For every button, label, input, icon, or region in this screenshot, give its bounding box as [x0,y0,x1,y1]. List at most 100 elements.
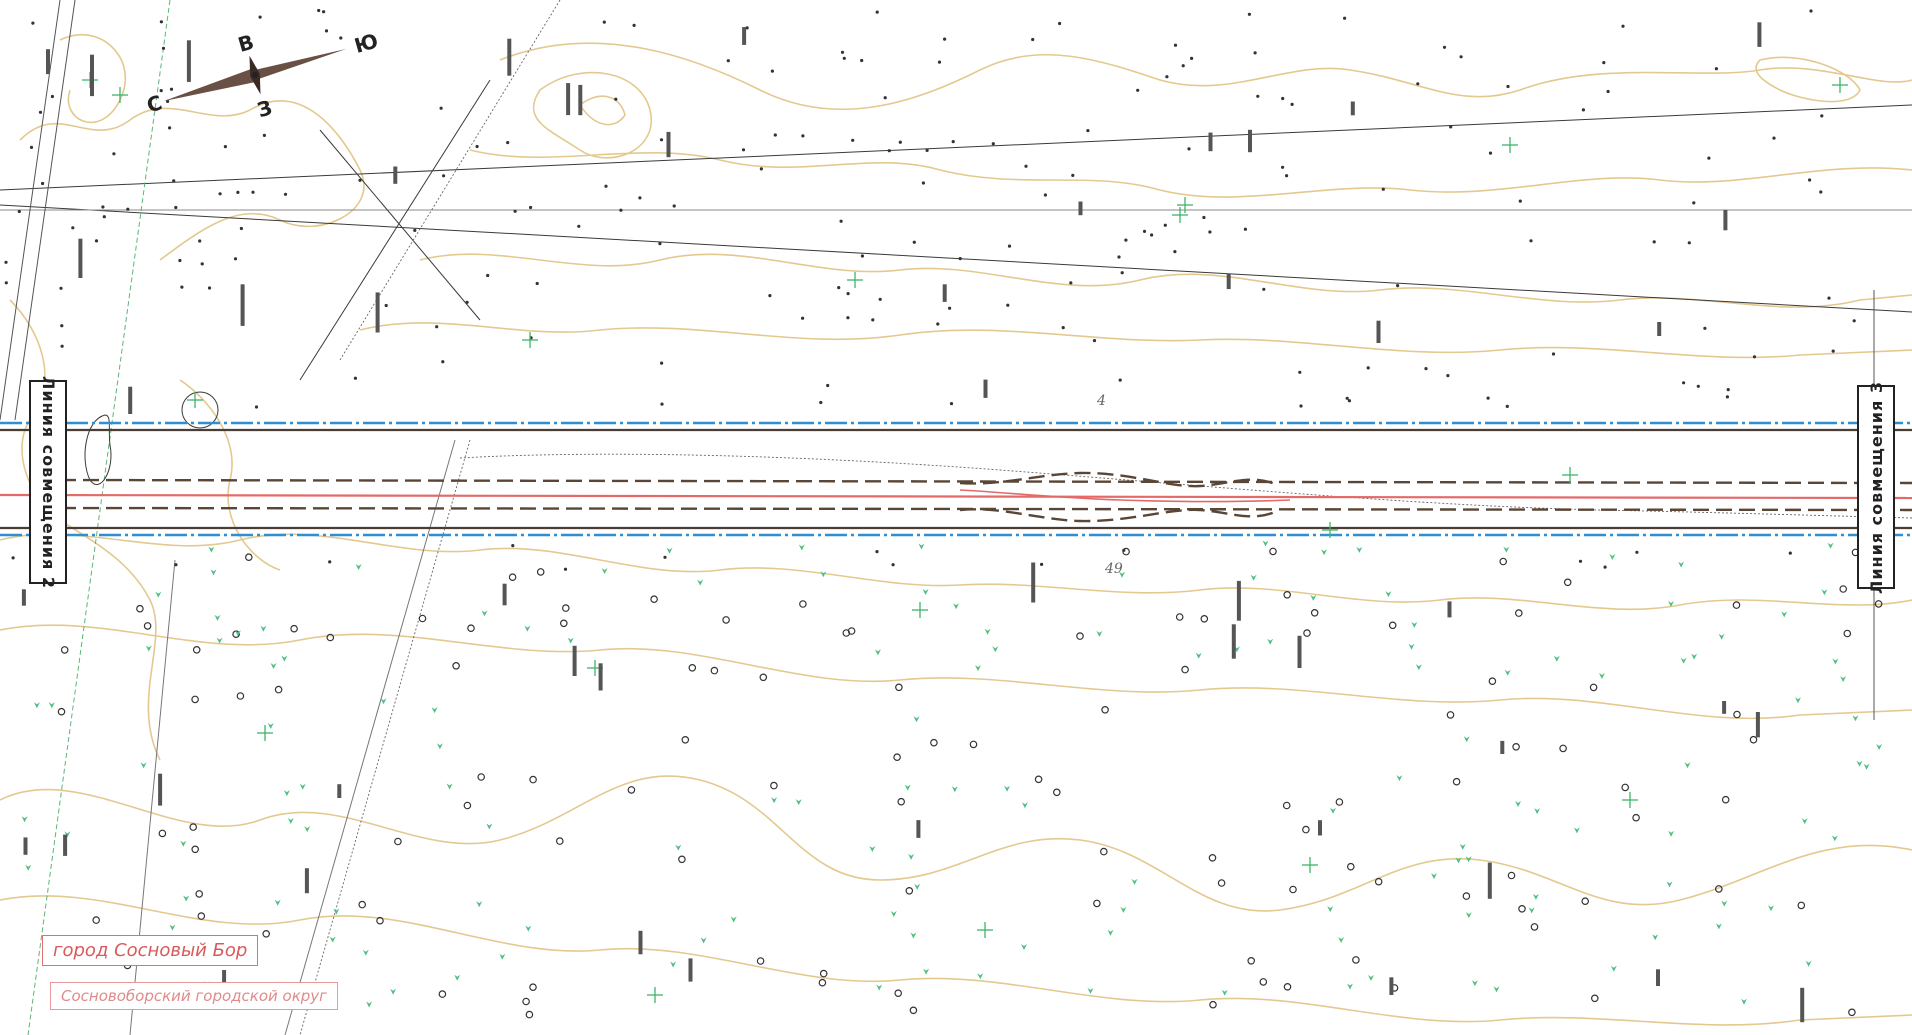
survey-point-icon [1819,190,1823,194]
survey-mark-icon [566,83,571,116]
grass-symbol-icon [876,984,883,991]
grass-symbol-icon [287,818,294,824]
grass-symbol-icon [1876,744,1883,750]
compass-rose-icon: С В Ю З [144,28,381,122]
survey-point-icon [1117,255,1121,259]
survey-mark-icon [1487,862,1492,899]
survey-point-icon [475,144,479,149]
grass-symbol-icon [1768,905,1774,912]
match-line-right: Линия совмещения 3 [1857,381,1895,593]
grass-symbol-icon [890,911,897,917]
grass-symbol-icon [169,924,176,931]
grass-symbol-icon [1504,669,1511,676]
survey-mark-icon [21,589,26,606]
grass-symbol-icon [333,908,340,915]
survey-mark-icon [1248,129,1252,153]
tree-symbol-icon [508,573,517,582]
survey-point-icon [439,106,443,110]
survey-point-icon [658,242,662,246]
grass-symbol-icon [1321,549,1328,556]
tree-symbol-icon [326,633,335,642]
grass-symbol-icon [795,799,802,806]
grass-symbol-icon [1598,673,1605,679]
survey-mark-icon [1389,977,1394,995]
survey-point-icon [324,29,329,33]
tree-symbol-icon [236,692,245,700]
grass-symbol-icon [1831,835,1838,842]
survey-point-icon [94,239,99,243]
tree-symbol-icon [1843,629,1852,638]
survey-mark-icon [158,773,163,806]
survey-point-icon [159,89,163,93]
tree-symbol-icon [290,624,298,633]
survey-mark-icon [1800,987,1805,1023]
survey-point-icon [239,226,243,231]
survey-mark-icon [240,284,245,326]
grass-symbol-icon [1004,785,1011,792]
survey-point-icon [4,281,8,285]
grass-symbol-icon [1408,643,1415,650]
grass-symbol-icon [913,716,920,723]
survey-point-icon [535,281,539,286]
grass-symbol-icon [1863,763,1870,770]
survey-mark-icon [983,379,988,398]
survey-point-icon [223,145,227,149]
tree-symbol-icon [195,890,204,898]
survey-point-icon [840,50,845,54]
survey-point-icon [339,36,343,40]
survey-point-icon [632,23,636,27]
tree-symbol-icon [1101,705,1109,714]
survey-mark-icon [1231,624,1236,659]
survey-point-icon [660,361,664,365]
survey-point-icon [1416,82,1420,86]
compass-east-label: В [235,30,256,57]
grass-symbol-icon [1718,633,1725,640]
survey-mark-icon [572,645,577,676]
survey-point-icon [1173,43,1178,47]
survey-point-icon [602,20,606,24]
survey-point-icon [1752,355,1757,359]
grass-symbol-icon [1131,878,1138,885]
tree-symbol-icon [232,630,240,639]
survey-mark-icon [507,38,512,76]
tree-symbol-icon [756,957,765,965]
survey-mark-icon [186,40,191,82]
survey-point-icon [1061,326,1065,330]
grass-symbol-icon [1840,676,1847,683]
tree-symbol-icon [189,823,198,831]
survey-point-icon [31,21,35,25]
survey-point-icon [1488,151,1493,155]
survey-point-icon [638,196,642,200]
grass-symbol-icon [697,579,704,586]
survey-point-icon [891,563,895,567]
survey-point-icon [1808,178,1812,182]
survey-point-icon [262,133,266,137]
grass-symbol-icon [1553,655,1560,662]
survey-point-icon [1118,378,1122,382]
tree-symbol-icon [536,568,545,576]
tree-symbol-icon [1053,788,1061,797]
grass-symbol-icon [1515,801,1522,807]
survey-point-icon [465,300,469,304]
survey-point-icon [773,133,777,137]
survey-point-icon [1071,173,1075,177]
survey-mark-icon [502,583,507,606]
grass-symbol-icon [1120,906,1127,913]
survey-point-icon [1040,562,1044,567]
survey-point-icon [1687,241,1691,245]
tree-symbol-icon [1217,879,1226,887]
compass-south-label: Ю [352,28,381,58]
survey-point-icon [1208,230,1212,234]
survey-point-icon [353,376,357,380]
tree-symbol-icon [245,553,253,562]
tree-symbol-icon [1347,862,1355,871]
survey-point-icon [958,257,962,261]
survey-mark-icon [1226,273,1231,290]
tree-symbol-icon [1715,885,1723,893]
tree-symbol-icon [394,837,402,846]
tree-symbol-icon [1247,956,1256,965]
grass-symbol-icon [1396,775,1403,782]
grass-symbol-icon [1107,929,1114,936]
